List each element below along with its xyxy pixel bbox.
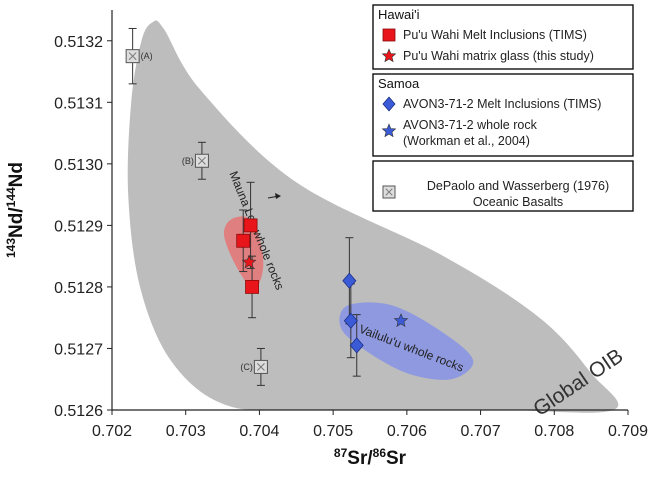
- region-2: [339, 302, 474, 380]
- legend-text-2-0-1: Oceanic Basalts: [473, 195, 563, 209]
- y-tick-label-4: 0.5130: [54, 157, 103, 174]
- x-tick-label-0: 0.702: [92, 423, 132, 440]
- legend-text-0-1-0: Pu'u Wahi matrix glass (this study): [403, 49, 594, 63]
- axes-layer: 0.702 0.703 0.704 0.705 0.706 0.707 0.708 0.709…: [4, 10, 648, 469]
- point-2-2: [349, 337, 364, 354]
- x-axis-title-part-0: 87: [334, 446, 348, 460]
- x-tick-label-1: 0.703: [166, 423, 206, 440]
- y-tick-label-0: 0.5126: [54, 403, 103, 420]
- legend-box-2: [372, 160, 634, 212]
- legend-text-1-1-1: (Workman et al., 2004): [403, 134, 530, 148]
- y-tick-label-5: 0.5131: [54, 95, 103, 112]
- y-tick-label-3: 0.5129: [54, 218, 103, 235]
- region-0: [127, 20, 619, 413]
- point-0-0: [236, 233, 251, 248]
- legend-marker-1-1: [381, 123, 397, 138]
- point-4-2-cross: [256, 362, 265, 371]
- y-tick-label-2: 0.5128: [54, 280, 103, 297]
- legend-marker-1-0: [382, 96, 396, 112]
- x-tick-label-7: 0.709: [608, 423, 648, 440]
- point-2-0: [342, 272, 357, 289]
- point-label-4-0: (A): [141, 51, 153, 61]
- legend-text-0-0-0: Pu'u Wahi Melt Inclusions (TIMS): [403, 28, 587, 42]
- x-axis-title-part-2: 86: [373, 446, 387, 460]
- point-0-2: [245, 280, 259, 294]
- point-2-1: [343, 312, 358, 329]
- legend-marker-2-0-cross: [385, 188, 393, 196]
- legend-box-1: [372, 73, 634, 157]
- point-4-0-cross: [128, 52, 137, 61]
- legend-marker-0-1: [381, 48, 397, 63]
- y-axis-title-part-3: Nd: [6, 162, 27, 187]
- x-tick-label-3: 0.705: [313, 423, 353, 440]
- legend-text-2-0-0: DePaolo and Wasserberg (1976): [427, 179, 609, 193]
- x-axis-title-part-1: Sr/: [347, 448, 373, 469]
- legend-text-1-1-0: AVON3-71-2 whole rock: [403, 118, 538, 132]
- legend-group-title-0: Hawai'i: [378, 7, 420, 22]
- point-4-1-cross: [198, 156, 206, 165]
- legend-marker-0-0: [382, 28, 396, 42]
- x-tick-label-2: 0.704: [239, 423, 279, 440]
- point-label-4-2: (C): [240, 362, 253, 372]
- legend-text-1-0-0: AVON3-71-2 Melt Inclusions (TIMS): [403, 97, 601, 111]
- x-axis-title-part-3: Sr: [386, 448, 407, 469]
- y-tick-label-6: 0.5132: [54, 34, 103, 51]
- region-label-arrowhead: [275, 193, 281, 199]
- point-3-0: [393, 313, 409, 328]
- legend-box-0: [372, 4, 634, 70]
- y-axis-title-part-1: Nd/: [6, 207, 27, 238]
- x-tick-label-4: 0.706: [387, 423, 427, 440]
- x-tick-label-6: 0.708: [534, 423, 574, 440]
- legend-group-title-1: Samoa: [378, 76, 420, 91]
- legend: Hawai'i Pu'u Wahi Melt Inclusions (TIMS) P…: [372, 4, 634, 212]
- x-axis-title: 87Sr/86Sr: [334, 446, 407, 469]
- y-axis-title-part-0: 143: [4, 238, 18, 258]
- point-label-4-1: (B): [182, 156, 194, 166]
- point-0-1: [243, 218, 258, 233]
- points-layer: (A) (B) (C): [125, 27, 409, 386]
- y-tick-label-1: 0.5127: [54, 341, 103, 358]
- y-axis-title-part-2: 144: [4, 187, 18, 207]
- x-tick-label-5: 0.707: [461, 423, 501, 440]
- y-axis-title: 143Nd/144Nd: [4, 162, 27, 258]
- point-1-0: [241, 254, 257, 269]
